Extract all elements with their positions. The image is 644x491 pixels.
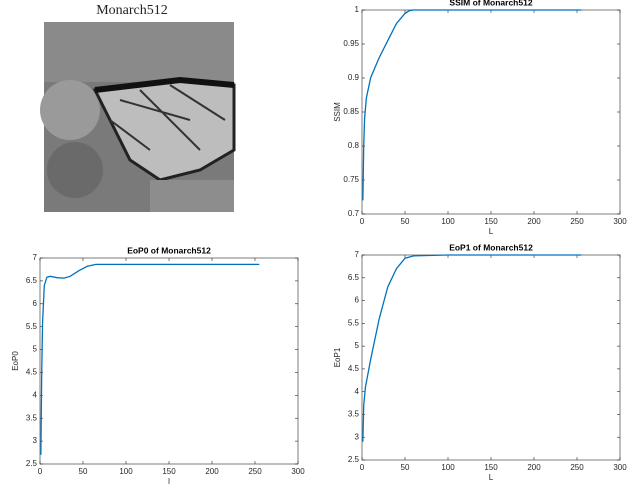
x-tick-label: 200 [527,217,541,226]
y-tick-label: 4.5 [348,364,360,373]
x-tick-label: 300 [291,467,305,476]
image [40,22,236,212]
y-tick-label: 6.5 [348,273,360,282]
y-tick-label: 0.9 [348,73,360,82]
x-tick-label: 50 [401,217,410,226]
axes-box [39,257,299,465]
y-tick-label: 4.5 [26,368,38,377]
x-tick-label: 300 [613,217,627,226]
chart-title: EoP1 of Monarch512 [449,242,533,252]
y-tick-label: 0.8 [348,141,360,150]
y-tick-label: 7 [33,253,38,262]
axes-box [361,9,621,215]
axes-box [361,254,621,461]
y-tick-label: 5 [33,345,38,354]
y-tick-label: 5.5 [26,322,38,331]
y-tick-label: 4 [355,387,360,396]
line [40,263,260,455]
y-tick-label: 5 [355,341,360,350]
x-axis-label: l [168,477,170,486]
x-tick-label: 250 [570,463,584,472]
x-tick-label: 0 [360,217,365,226]
x-tick-label: 50 [401,463,410,472]
y-tick-label: 2.5 [348,455,360,464]
x-tick-label: 150 [484,463,498,472]
x-tick-label: 100 [441,463,455,472]
y-tick-label: 3 [33,436,38,445]
y-tick-label: 3 [355,432,360,441]
x-tick-label: 200 [205,467,219,476]
chart-title: EoP0 of Monarch512 [127,245,211,255]
x-tick-label: 150 [484,217,498,226]
y-tick-label: 7 [355,250,360,259]
line [362,9,582,201]
y-tick-label: 1 [355,5,360,14]
y-tick-label: 5.5 [348,318,360,327]
x-tick-label: 50 [79,467,88,476]
y-tick-label: 3.5 [26,413,38,422]
x-tick-label: 300 [613,463,627,472]
y-axis-label: EoP1 [333,347,342,367]
x-tick-label: 100 [441,217,455,226]
x-axis-label: L [489,227,494,236]
x-tick-label: 250 [248,467,262,476]
y-axis-label: SSIM [333,102,342,122]
x-tick-label: 150 [162,467,176,476]
y-axis-label: EoP0 [11,351,20,371]
y-tick-label: 4 [33,390,38,399]
chart-title: SSIM of Monarch512 [449,0,532,7]
x-tick-label: 0 [360,463,365,472]
y-tick-label: 0.95 [343,39,359,48]
image-title: Monarch512 [96,3,168,18]
x-tick-label: 0 [38,467,43,476]
y-tick-label: 6 [355,296,360,305]
y-tick-label: 6 [33,299,38,308]
y-tick-label: 3.5 [348,410,360,419]
x-tick-label: 200 [527,463,541,472]
y-tick-label: 2.5 [26,459,38,468]
line [362,254,582,442]
y-tick-label: 0.75 [343,175,359,184]
y-tick-label: 0.85 [343,107,359,116]
x-axis-label: L [489,473,494,482]
y-tick-label: 6.5 [26,276,38,285]
x-tick-label: 100 [119,467,133,476]
x-tick-label: 250 [570,217,584,226]
y-tick-label: 0.7 [348,209,360,218]
